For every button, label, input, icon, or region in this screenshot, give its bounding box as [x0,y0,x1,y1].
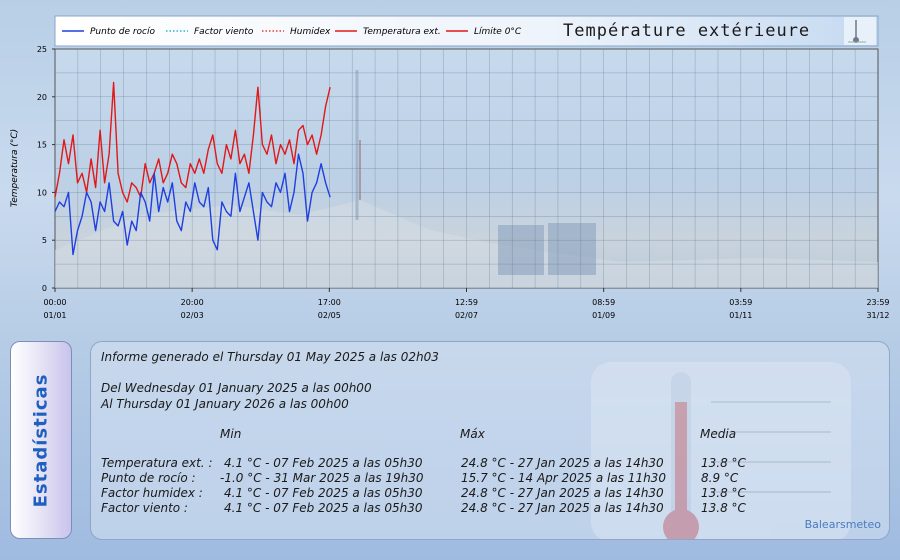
legend: Punto de rocío Factor viento Humidex Temper… [62,27,522,37]
row-label: Punto de rocío : [101,471,196,485]
x-tick-time-label: 12:59 [455,298,478,307]
x-tick-date-label: 02/05 [318,311,341,320]
row-max: 24.8 °C - 27 Jan 2025 a las 14h30 [461,456,664,470]
row-avg: 8.9 °C [701,471,739,485]
header-avg: Media [700,427,737,441]
temperature-chart: 0 5 10 15 20 25 00:00 01/01 20:00 02/03 17:00 02/0… [10,15,890,320]
legend-label: Humidex [290,27,331,37]
series-lines [54,81,331,256]
x-tick-time-label: 08:59 [592,298,615,307]
series-line-punto-de-roc-o [54,153,331,256]
row-max: 15.7 °C - 14 Apr 2025 a las 11h30 [461,471,666,485]
legend-bar [54,15,879,47]
statistics-side-tab[interactable]: Estadísticas [10,341,72,539]
row-label: Temperatura ext. : [101,456,213,470]
x-axis-ticks: 00:00 01/01 20:00 02/03 17:00 02/05 12:59 02/07… [43,288,890,320]
report-from-line: Del Wednesday 01 January 2025 a las 00h0… [101,381,372,395]
x-tick-date-label: 02/03 [181,311,204,320]
y-tick-label: 25 [37,45,47,54]
x-tick-date-label: 01/01 [43,311,66,320]
row-avg: 13.8 °C [701,501,746,515]
x-tick-time-label: 17:00 [318,298,341,307]
row-min: 4.1 °C - 07 Feb 2025 a las 05h30 [224,486,423,500]
chart-title: Température extérieure [563,21,810,41]
thermometer-icon [844,17,876,45]
legend-label: Punto de rocío [90,27,155,37]
row-max: 24.8 °C - 27 Jan 2025 a las 14h30 [461,486,664,500]
statistics-panel: Informe generado el Thursday 01 May 2025… [90,341,890,540]
header-min: Min [220,427,242,441]
row-label: Factor humidex : [101,486,203,500]
row-max: 24.8 °C - 27 Jan 2025 a las 14h30 [461,501,664,515]
report-to-line: Al Thursday 01 January 2026 a las 00h00 [101,397,349,411]
report-generated-line: Informe generado el Thursday 01 May 2025… [101,350,439,364]
statistics-side-tab-label-wrap: Estadísticas [11,342,71,538]
y-tick-label: 0 [42,284,47,293]
y-tick-label: 20 [37,93,47,102]
legend-label: Factor viento [194,27,254,37]
series-line-temperatura-ext- [54,81,331,203]
row-avg: 13.8 °C [701,486,746,500]
y-axis-ticks: 0 5 10 15 20 25 [37,45,55,293]
x-tick-time-label: 20:00 [181,298,204,307]
x-tick-date-label: 01/09 [592,311,615,320]
legend-label: Límite 0°C [474,27,522,37]
y-tick-label: 10 [37,188,47,197]
x-tick-time-label: 03:59 [729,298,752,307]
x-tick-time-label: 23:59 [866,298,889,307]
x-tick-date-label: 31/12 [866,311,889,320]
y-tick-label: 5 [42,236,47,245]
plot-grid [55,49,878,288]
x-tick-time-label: 00:00 [43,298,66,307]
row-min: 4.1 °C - 07 Feb 2025 a las 05h30 [224,501,423,515]
thermometer-watermark-icon [591,362,851,539]
legend-label: Temperatura ext. [363,27,441,37]
row-avg: 13.8 °C [701,456,746,470]
row-min: 4.1 °C - 07 Feb 2025 a las 05h30 [224,456,423,470]
y-tick-label: 15 [37,141,47,150]
statistics-side-tab-label: Estadísticas [30,373,52,507]
credit-label: Balearsmeteo [804,518,881,531]
header-max: Máx [460,427,485,441]
row-label: Factor viento : [101,501,188,515]
y-axis-label: Temperatura (°C) [10,129,20,207]
row-min: -1.0 °C - 31 Mar 2025 a las 19h30 [220,471,424,485]
x-tick-date-label: 01/11 [729,311,752,320]
x-tick-date-label: 02/07 [455,311,478,320]
